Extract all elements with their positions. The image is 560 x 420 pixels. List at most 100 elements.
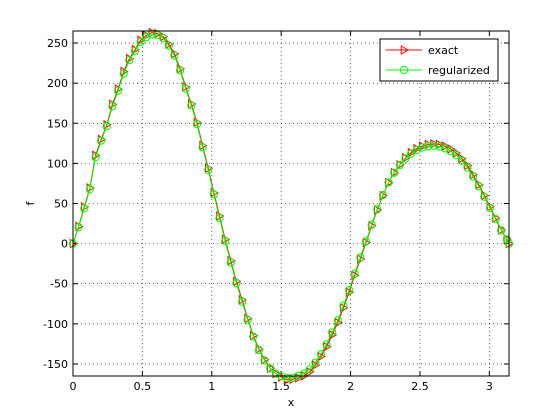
data-point-regularized [299,369,309,378]
series-line-exact [72,32,510,381]
data-point-regularized [119,69,128,78]
x-tick-label: 3 [486,380,493,393]
data-point-regularized [468,172,478,181]
data-point-regularized [198,143,207,152]
y-tick-label: 250 [47,37,68,50]
x-tick-label: 2.5 [411,380,429,393]
x-tick-label: 0 [70,380,77,393]
data-point-regularized [254,345,264,355]
data-point-regularized [328,328,337,337]
series-exact [69,27,514,385]
data-point-regularized [226,258,235,267]
data-point-regularized [497,226,506,235]
data-point-regularized [130,46,140,56]
data-point-exact [278,372,287,382]
legend: exact regularized [379,38,499,82]
x-tick-label: 0.5 [134,380,152,393]
data-point-regularized [209,190,218,199]
data-point-regularized [322,340,331,349]
data-point-regularized [457,156,466,165]
data-point-regularized [418,143,427,152]
data-point-regularized [136,37,145,47]
data-point-regularized [266,364,275,373]
legend-label-regularized: regularized [428,64,490,77]
data-point-regularized [80,204,89,213]
data-point-regularized [113,86,123,95]
data-point-regularized [339,301,348,310]
data-point-regularized [260,356,269,365]
data-point-regularized [333,316,342,325]
legend-marker-exact [400,45,409,55]
data-point-regularized [316,350,326,359]
x-axis-label: x [288,396,295,409]
data-point-regularized [446,147,455,156]
data-point-regularized [181,84,190,93]
data-point-regularized [221,237,230,246]
data-point-regularized [429,141,438,150]
y-tick-label: 200 [47,77,68,90]
y-tick-label: -100 [43,318,68,331]
data-point-regularized [412,145,421,155]
data-point-regularized [401,154,410,163]
data-point-regularized [480,192,489,201]
data-point-regularized [311,358,320,367]
y-tick-label: 100 [47,157,68,170]
data-point-regularized [232,279,241,288]
data-point-regularized [192,120,202,129]
data-point-regularized [142,33,151,42]
data-point-regularized [373,205,382,214]
data-point-exact [407,147,417,158]
data-point-regularized [502,235,511,244]
data-point-exact [266,363,276,374]
series-line-regularized [72,34,510,379]
data-point-regularized [406,149,416,158]
data-point-regularized [350,269,359,278]
data-point-regularized [170,51,179,60]
data-point-regularized [97,136,106,145]
data-point-exact [402,153,411,163]
data-point-regularized [237,297,247,306]
y-tick-label: 0 [61,238,68,251]
data-point-regularized [159,33,168,43]
data-point-regularized [108,102,117,111]
data-point-regularized [305,365,314,374]
data-point-regularized [187,101,196,110]
y-tick-label: 50 [54,198,68,211]
plot-frame [72,30,510,377]
legend-label-exact: exact [428,44,459,57]
data-point-regularized [395,160,404,170]
data-point-regularized [491,214,500,224]
data-point-regularized [356,253,365,262]
data-series [68,27,514,385]
data-point-regularized [243,315,252,324]
legend-box [379,38,499,82]
data-point-regularized [474,182,483,191]
data-point-regularized [361,237,371,246]
data-point-regularized [204,166,213,175]
y-tick-label: 150 [47,117,68,130]
data-point-regularized [344,285,354,295]
x-tick-label: 1 [208,380,215,393]
x-tick-label: 2 [347,380,354,393]
data-point-regularized [74,223,83,232]
data-point-regularized [423,142,433,151]
data-point-regularized [378,190,388,200]
series-regularized [68,30,514,383]
data-point-regularized [452,151,461,160]
data-point-regularized [390,168,399,177]
grid-lines [73,31,509,376]
data-point-regularized [288,373,297,382]
data-point-exact [396,159,405,170]
data-point-regularized [249,332,258,341]
data-point-regularized [125,56,134,65]
data-point-regularized [283,374,292,383]
data-point-regularized [102,122,111,131]
data-point-regularized [85,185,95,194]
legend-marker-regularized [399,65,409,75]
y-tick-label: -50 [50,278,68,291]
y-axis-label: f [24,200,37,205]
data-point-regularized [435,142,444,151]
data-point-regularized [91,153,100,162]
